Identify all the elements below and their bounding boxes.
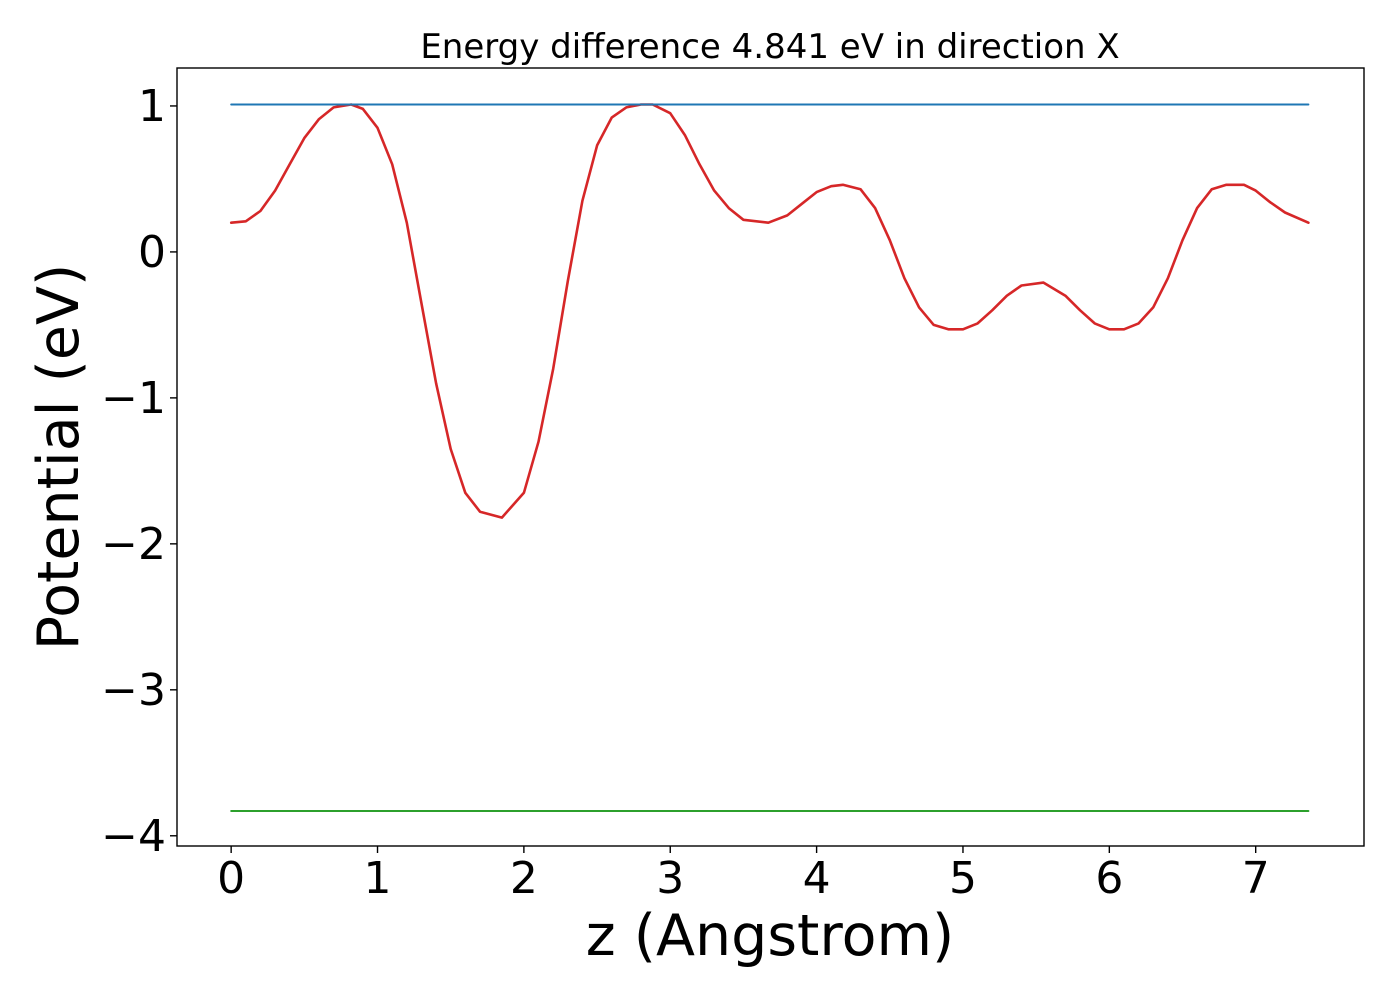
- series-line-0: [229, 103, 1310, 519]
- x-tick-label-5: 5: [949, 853, 977, 904]
- x-tick-label-3: 3: [656, 853, 684, 904]
- x-tick-label-4: 4: [803, 853, 831, 904]
- chart-title: Energy difference 4.841 eV in direction …: [420, 27, 1119, 67]
- x-tick-label-6: 6: [1095, 853, 1123, 904]
- y-tick-label-5: −4: [101, 811, 166, 862]
- y-tick-label-4: −3: [101, 665, 166, 716]
- y-tick-label-2: −1: [101, 373, 166, 424]
- x-tick-label-0: 0: [217, 853, 245, 904]
- x-tick-label-2: 2: [510, 853, 538, 904]
- x-tick-label-7: 7: [1242, 853, 1270, 904]
- y-tick-label-3: −2: [101, 519, 166, 570]
- plot-frame: [176, 67, 1365, 847]
- y-tick-label-1: 0: [138, 227, 166, 278]
- x-tick-label-1: 1: [364, 853, 392, 904]
- x-axis-ticks: 0 1 2 3 4 5 6 7: [217, 846, 1270, 904]
- x-axis-label: z (Angstrom): [586, 903, 954, 969]
- y-axis-ticks: 1 0 −1 −2 −3 −4: [101, 81, 177, 862]
- y-tick-label-0: 1: [138, 81, 166, 132]
- series-layer: [229, 103, 1310, 812]
- y-axis-label: Potential (eV): [26, 264, 92, 650]
